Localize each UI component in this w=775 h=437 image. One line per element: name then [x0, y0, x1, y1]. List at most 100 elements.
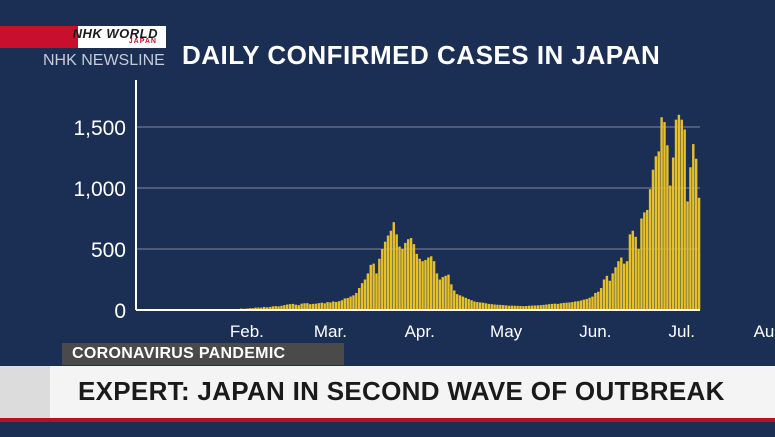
- bar: [689, 167, 692, 310]
- bar: [597, 291, 600, 310]
- bar: [340, 300, 344, 310]
- bar: [522, 306, 525, 310]
- bar: [499, 304, 502, 310]
- y-tick-label: 1,000: [73, 178, 126, 201]
- bar: [265, 307, 269, 310]
- bar: [306, 303, 309, 310]
- axis-layer: [135, 80, 700, 311]
- bar: [588, 297, 591, 310]
- bar: [620, 257, 623, 310]
- bar: [432, 261, 436, 310]
- bar: [303, 303, 306, 310]
- bar: [404, 242, 407, 310]
- bar: [694, 158, 698, 310]
- bar: [398, 246, 401, 310]
- bar: [473, 301, 476, 310]
- logo-subtext: JAPAN: [128, 38, 157, 45]
- bar: [594, 292, 597, 310]
- bar: [634, 236, 637, 310]
- bar: [617, 261, 620, 310]
- bar: [605, 275, 609, 310]
- bar: [401, 249, 404, 310]
- bar: [274, 306, 277, 310]
- bar: [271, 306, 275, 310]
- bar: [516, 305, 519, 310]
- bar: [375, 273, 378, 310]
- bar: [637, 249, 640, 310]
- bar: [548, 304, 551, 310]
- bar: [337, 301, 341, 310]
- bar: [286, 304, 289, 310]
- bar: [283, 305, 286, 310]
- bar: [680, 119, 683, 311]
- chart-title: DAILY CONFIRMED CASES IN JAPAN: [182, 40, 661, 70]
- bar: [507, 305, 511, 310]
- bar: [686, 201, 689, 310]
- bar: [326, 302, 329, 310]
- bar: [260, 307, 263, 310]
- bar: [539, 305, 542, 310]
- bar: [386, 235, 390, 310]
- lower-third-accent: [0, 366, 50, 418]
- bar: [317, 303, 321, 310]
- bar: [381, 249, 384, 310]
- bar: [421, 261, 424, 310]
- bar: [447, 274, 450, 310]
- bar: [602, 279, 606, 310]
- bar: [490, 304, 493, 310]
- bar: [378, 258, 381, 310]
- bar: [332, 301, 335, 310]
- bar-layer: [216, 114, 701, 311]
- topic-tag: CORONAVIRUS PANDEMIC: [62, 343, 344, 365]
- bar: [628, 234, 632, 310]
- program-name: NHK NEWSLINE: [43, 52, 165, 69]
- bar: [697, 197, 701, 310]
- bar: [671, 157, 675, 310]
- bar: [257, 307, 260, 310]
- bar: [513, 305, 516, 310]
- bar: [427, 257, 430, 310]
- bar: [648, 189, 652, 310]
- bar: [334, 301, 338, 310]
- bar: [470, 300, 473, 310]
- y-tick-label: 1,500: [73, 117, 126, 140]
- bar: [366, 273, 370, 310]
- bar: [660, 117, 663, 311]
- bar: [585, 299, 588, 310]
- bar: [484, 303, 488, 310]
- bar: [418, 258, 421, 310]
- bar: [622, 263, 626, 310]
- bar: [453, 290, 456, 310]
- bar: [369, 264, 372, 310]
- bar: [510, 305, 514, 310]
- bar: [640, 218, 643, 310]
- bar: [663, 122, 666, 311]
- bar: [654, 156, 658, 310]
- bar: [464, 297, 467, 310]
- grid-layer: [136, 126, 700, 250]
- bar: [435, 273, 439, 310]
- bar: [406, 239, 410, 310]
- bar: [392, 222, 395, 310]
- bar: [412, 244, 416, 310]
- bar: [288, 304, 292, 310]
- logo-text: NHK WORLD: [72, 26, 158, 41]
- bar: [657, 151, 660, 310]
- bar: [346, 298, 349, 310]
- bar: [669, 185, 672, 310]
- bar: [277, 306, 280, 310]
- bar: [683, 129, 686, 310]
- bar: [574, 301, 577, 310]
- bar: [262, 306, 266, 310]
- bar: [268, 306, 272, 310]
- bar: [458, 295, 462, 310]
- bar: [311, 303, 315, 310]
- nhk-world-logo: NHK WORLD JAPAN: [0, 26, 166, 48]
- bar: [562, 302, 565, 310]
- x-tick-label: Apr.: [405, 322, 435, 341]
- bar: [525, 305, 528, 310]
- bar: [320, 302, 323, 310]
- bar: [461, 296, 465, 310]
- x-tick-label: Mar.: [314, 322, 347, 341]
